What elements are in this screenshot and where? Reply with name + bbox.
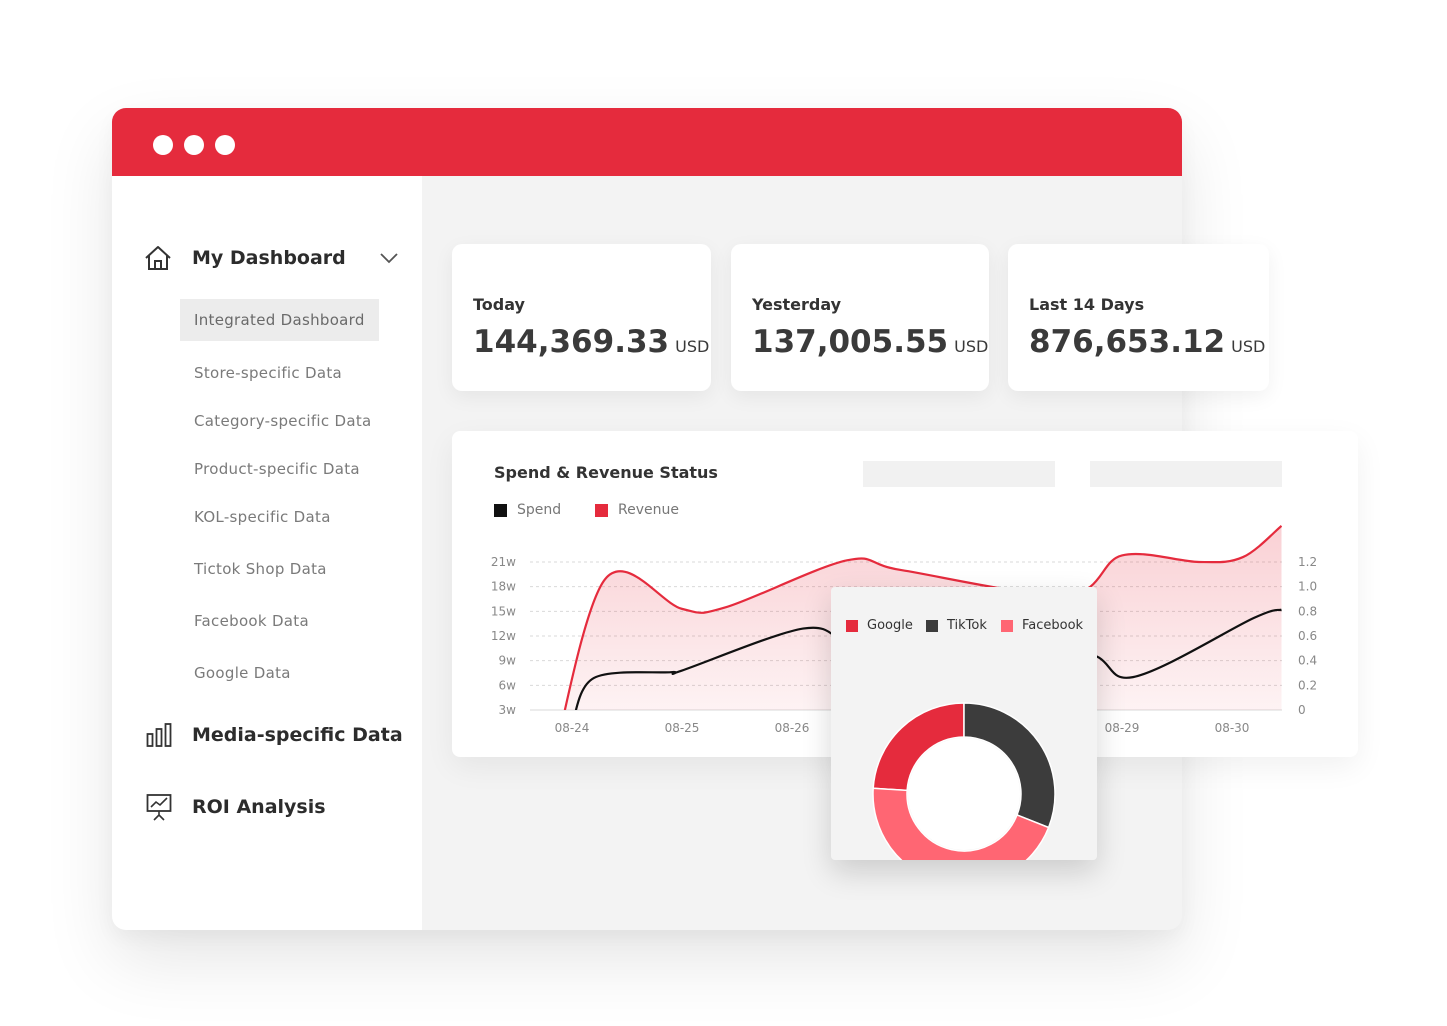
- legend-facebook: Facebook: [1001, 618, 1083, 633]
- sidebar-item-product-specific-data[interactable]: Product-specific Data: [194, 460, 360, 478]
- sidebar-item-facebook-data[interactable]: Facebook Data: [194, 612, 309, 630]
- y2-tick-label: 0.6: [1298, 629, 1317, 643]
- stat-value: 876,653.12: [1029, 324, 1226, 360]
- legend-swatch: [595, 503, 608, 517]
- legend-tiktok: TikTok: [926, 618, 987, 633]
- donut-hole: [908, 738, 1020, 850]
- donut-chart: [872, 702, 1056, 860]
- x-tick-label: 08-29: [1105, 721, 1140, 735]
- y2-tick-label: 0.2: [1298, 678, 1317, 692]
- legend-label: Spend: [517, 502, 562, 518]
- legend-swatch: [1001, 619, 1013, 632]
- stat-card-last-14-days: Last 14 Days 876,653.12 USD: [1008, 244, 1269, 391]
- stat-card-yesterday: Yesterday 137,005.55 USD: [731, 244, 989, 391]
- stat-card-label: Yesterday: [752, 295, 842, 314]
- sidebar: My Dashboard Integrated Dashboard Store-…: [112, 176, 422, 930]
- y2-tick-label: 1.0: [1298, 580, 1317, 594]
- y2-tick-label: 0.8: [1298, 604, 1317, 618]
- home-icon: [145, 246, 171, 270]
- nav-roi-analysis[interactable]: ROI Analysis: [146, 793, 326, 821]
- stat-value: 137,005.55: [752, 324, 949, 360]
- legend-swatch: [494, 503, 507, 517]
- legend-revenue: Revenue: [595, 502, 679, 518]
- y2-tick-label: 1.2: [1298, 555, 1317, 569]
- sidebar-item-integrated-dashboard[interactable]: Integrated Dashboard: [180, 299, 379, 341]
- window-dot[interactable]: [184, 135, 204, 155]
- stat-value: 144,369.33: [473, 324, 670, 360]
- stat-unit: USD: [954, 337, 989, 356]
- legend-swatch: [846, 619, 858, 632]
- revenue-series-line: [563, 524, 1282, 710]
- sidebar-item-kol-specific-data[interactable]: KOL-specific Data: [194, 508, 331, 526]
- sidebar-item-google-data[interactable]: Google Data: [194, 664, 291, 682]
- chart-title: Spend & Revenue Status: [494, 463, 718, 482]
- y2-tick-label: 0: [1298, 703, 1306, 717]
- y-tick-label: 21w: [491, 555, 516, 569]
- presentation-chart-icon: [146, 794, 172, 821]
- stat-card-today: Today 144,369.33 USD: [452, 244, 711, 391]
- x-tick-label: 08-30: [1215, 721, 1250, 735]
- legend-label: TikTok: [947, 618, 987, 633]
- legend-label: Facebook: [1022, 618, 1084, 633]
- x-tick-label: 08-26: [775, 721, 810, 735]
- legend-label: Revenue: [618, 502, 679, 518]
- y-tick-label: 3w: [499, 703, 517, 717]
- x-tick-label: 08-24: [555, 721, 590, 735]
- filter-placeholder[interactable]: [1090, 461, 1282, 487]
- window-dot[interactable]: [215, 135, 235, 155]
- stat-card-value: 876,653.12 USD: [1029, 324, 1265, 360]
- nav-my-dashboard-label: My Dashboard: [192, 247, 346, 269]
- filter-placeholder[interactable]: [863, 461, 1055, 487]
- y-tick-label: 15w: [491, 604, 516, 618]
- facebook-slice: [872, 787, 1050, 860]
- tiktok-slice: [963, 702, 1056, 829]
- window-titlebar: [112, 108, 1182, 176]
- stat-card-value: 144,369.33 USD: [473, 324, 709, 360]
- sidebar-item-tiktok-shop-data[interactable]: Tictok Shop Data: [194, 560, 327, 578]
- nav-media-specific-data[interactable]: Media-specific Data: [146, 722, 403, 748]
- legend-swatch: [926, 619, 938, 632]
- stat-card-label: Last 14 Days: [1029, 295, 1145, 314]
- sidebar-item-category-specific-data[interactable]: Category-specific Data: [194, 412, 372, 430]
- nav-media-specific-data-label: Media-specific Data: [192, 724, 403, 746]
- window-dot[interactable]: [153, 135, 173, 155]
- legend-google: Google: [846, 618, 913, 633]
- channel-share-popup: Google TikTok Facebook: [831, 587, 1097, 860]
- legend-spend: Spend: [494, 502, 561, 518]
- x-tick-label: 08-25: [665, 721, 700, 735]
- sidebar-item-store-specific-data[interactable]: Store-specific Data: [194, 364, 343, 382]
- stat-card-value: 137,005.55 USD: [752, 324, 988, 360]
- y2-tick-label: 0.4: [1298, 654, 1317, 668]
- stat-unit: USD: [675, 337, 710, 356]
- stat-card-label: Today: [473, 295, 525, 314]
- y-tick-label: 9w: [499, 654, 517, 668]
- y-tick-label: 18w: [491, 580, 516, 594]
- y-tick-label: 6w: [499, 678, 517, 692]
- y-tick-label: 12w: [491, 629, 516, 643]
- bar-chart-icon: [146, 723, 172, 747]
- legend-label: Google: [867, 618, 913, 633]
- stat-unit: USD: [1231, 337, 1266, 356]
- nav-roi-analysis-label: ROI Analysis: [192, 796, 326, 818]
- nav-my-dashboard[interactable]: My Dashboard: [144, 244, 346, 272]
- chevron-down-icon[interactable]: [380, 252, 398, 264]
